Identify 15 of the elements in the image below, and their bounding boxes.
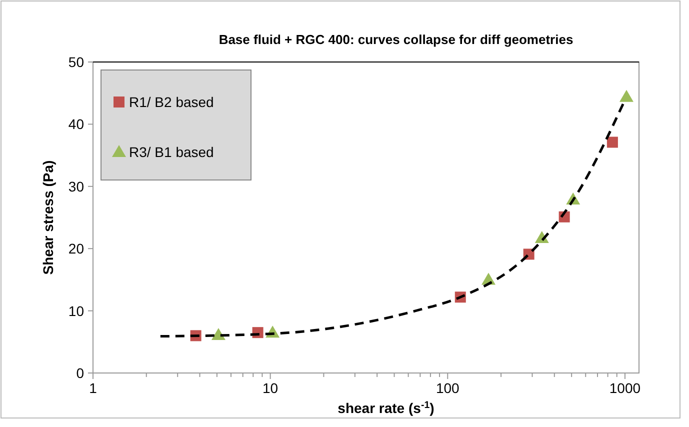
y-tick-label: 40 <box>68 116 84 132</box>
y-tick-label: 20 <box>68 240 84 257</box>
x-tick-label: 10 <box>262 380 278 396</box>
legend-label: R1/ B2 based <box>129 94 214 110</box>
y-tick-label: 30 <box>68 178 84 194</box>
legend-label: R3/ B1 based <box>129 144 214 160</box>
x-tick-label: 100 <box>436 380 460 396</box>
chart-title: Base fluid + RGC 400: curves collapse for diff geometries <box>218 32 574 47</box>
x-tick-label: 1000 <box>609 380 641 396</box>
x-tick-label: 1 <box>89 380 98 396</box>
y-tick-label: 50 <box>68 54 84 70</box>
y-tick-label: 10 <box>68 302 84 319</box>
y-tick-label: 0 <box>76 365 84 381</box>
y-axis-title: Shear stress (Pa) <box>40 160 56 275</box>
x-axis-title: shear rate (s$^{-1}$) <box>338 400 434 416</box>
